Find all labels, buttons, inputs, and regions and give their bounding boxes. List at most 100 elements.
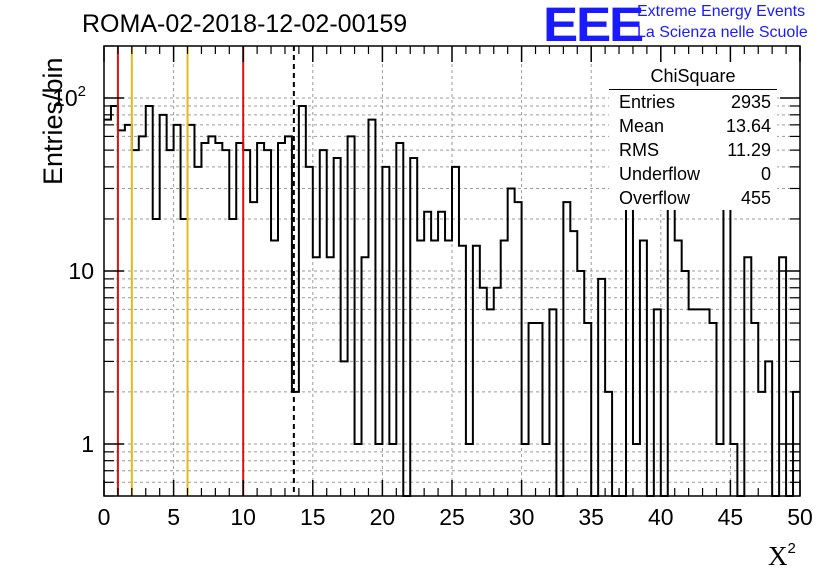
histogram-bin bbox=[271, 241, 278, 496]
histogram-bin bbox=[675, 241, 682, 496]
histogram-bin bbox=[779, 257, 786, 496]
histogram-bin bbox=[181, 219, 188, 496]
histogram-bin bbox=[633, 444, 640, 496]
histogram-bin bbox=[598, 279, 605, 496]
y-tick-label: 1 bbox=[81, 431, 94, 457]
histogram-bin bbox=[536, 323, 543, 496]
histogram-bin bbox=[160, 115, 167, 496]
stats-value: 0 bbox=[760, 164, 771, 184]
x-tick-label: 0 bbox=[98, 504, 111, 530]
histogram-bin bbox=[382, 167, 389, 496]
histogram-bin bbox=[501, 241, 508, 496]
histogram-bin bbox=[320, 150, 327, 496]
histogram-bin bbox=[689, 309, 696, 496]
histogram-bin bbox=[508, 188, 515, 496]
logo-line-2: La Scienza nelle Scuole bbox=[637, 24, 808, 41]
histogram-bin bbox=[431, 241, 438, 496]
x-tick-label: 5 bbox=[167, 504, 180, 530]
stats-row-mean: Mean 13.64 bbox=[609, 114, 777, 138]
stats-row-overflow: Overflow 455 bbox=[609, 186, 777, 210]
eee-logo-mark: EEE bbox=[543, 0, 644, 52]
stats-row-entries: Entries 2935 bbox=[609, 90, 777, 114]
histogram-bin bbox=[104, 120, 111, 496]
y-tick-label: 102 bbox=[52, 83, 86, 111]
stats-row-rms: RMS 11.29 bbox=[609, 138, 777, 162]
histogram-bin bbox=[668, 202, 675, 496]
stats-label: Mean bbox=[619, 116, 665, 136]
histogram-bin bbox=[341, 361, 348, 496]
x-tick-label: 25 bbox=[439, 504, 465, 530]
histogram-bin bbox=[111, 106, 118, 496]
stats-label: Underflow bbox=[619, 164, 701, 184]
histogram-bin bbox=[348, 136, 355, 496]
histogram-bin bbox=[626, 188, 633, 496]
grid-layer bbox=[104, 45, 800, 497]
histogram-bin bbox=[410, 158, 417, 496]
logo-line-1: Extreme Energy Events bbox=[637, 3, 806, 20]
histogram-bin bbox=[466, 444, 473, 496]
histogram-bin bbox=[139, 136, 146, 496]
histogram-bin bbox=[424, 212, 431, 496]
stats-value: 13.64 bbox=[725, 116, 771, 136]
stats-value: 11.29 bbox=[727, 140, 771, 160]
histogram-bin bbox=[730, 444, 737, 496]
histogram-bin bbox=[452, 167, 459, 496]
x-tick-label: 40 bbox=[648, 504, 674, 530]
stats-label: Overflow bbox=[619, 188, 691, 208]
x-axis-label-exponent: 2 bbox=[787, 540, 796, 557]
histogram-bin bbox=[257, 143, 264, 496]
stats-row-underflow: Underflow 0 bbox=[609, 162, 777, 186]
histogram-bin bbox=[334, 158, 341, 496]
histogram-bin bbox=[250, 202, 257, 496]
histogram-bin bbox=[438, 212, 445, 496]
histogram-bin bbox=[188, 125, 195, 496]
x-tick-label: 45 bbox=[718, 504, 744, 530]
x-axis-label-base: X bbox=[768, 541, 788, 571]
histogram-bin bbox=[522, 444, 529, 496]
y-axis-label: Entries/bin bbox=[38, 57, 68, 185]
histogram-bin bbox=[118, 130, 125, 496]
histogram-bars bbox=[104, 104, 800, 497]
stats-title: ChiSquare bbox=[609, 64, 777, 90]
histogram-bin bbox=[515, 202, 522, 496]
histogram-bin bbox=[751, 323, 758, 496]
histogram-bin bbox=[758, 392, 765, 496]
histogram-bin bbox=[146, 106, 153, 496]
histogram-bin bbox=[243, 150, 250, 496]
x-tick-label: 35 bbox=[578, 504, 604, 530]
y-tick-label: 10 bbox=[68, 258, 94, 284]
histogram-bin bbox=[605, 392, 612, 496]
histogram-bin bbox=[313, 257, 320, 496]
histogram-bin bbox=[584, 323, 591, 496]
histogram-bin bbox=[473, 246, 480, 496]
histogram-bin bbox=[368, 120, 375, 496]
histogram-bin bbox=[132, 150, 139, 496]
histogram-bin bbox=[445, 241, 452, 496]
histogram-bin bbox=[723, 202, 730, 496]
histogram-bin bbox=[236, 143, 243, 496]
histogram-bin bbox=[529, 323, 536, 496]
stats-label: RMS bbox=[619, 140, 659, 160]
histogram-bin bbox=[389, 444, 396, 496]
histogram-bin bbox=[208, 136, 215, 496]
histogram-bin bbox=[577, 271, 584, 496]
histogram-bin bbox=[355, 444, 362, 496]
histogram-bin bbox=[710, 323, 717, 496]
x-tick-label: 20 bbox=[370, 504, 396, 530]
histogram-bin bbox=[542, 444, 549, 496]
stats-value: 2935 bbox=[730, 92, 771, 112]
histogram-bin bbox=[264, 150, 271, 496]
histogram-bin bbox=[194, 167, 201, 496]
histogram-bin bbox=[487, 309, 494, 496]
histogram-bin bbox=[362, 257, 369, 496]
x-tick-label: 50 bbox=[787, 504, 813, 530]
histogram-bin bbox=[222, 150, 229, 496]
histogram-bin bbox=[375, 444, 382, 496]
histogram-bin bbox=[201, 143, 208, 496]
x-tick-label: 10 bbox=[230, 504, 256, 530]
x-tick-label: 30 bbox=[509, 504, 535, 530]
histogram-bin bbox=[640, 241, 647, 496]
histogram-bin bbox=[153, 219, 160, 496]
histogram-bin bbox=[299, 106, 306, 496]
